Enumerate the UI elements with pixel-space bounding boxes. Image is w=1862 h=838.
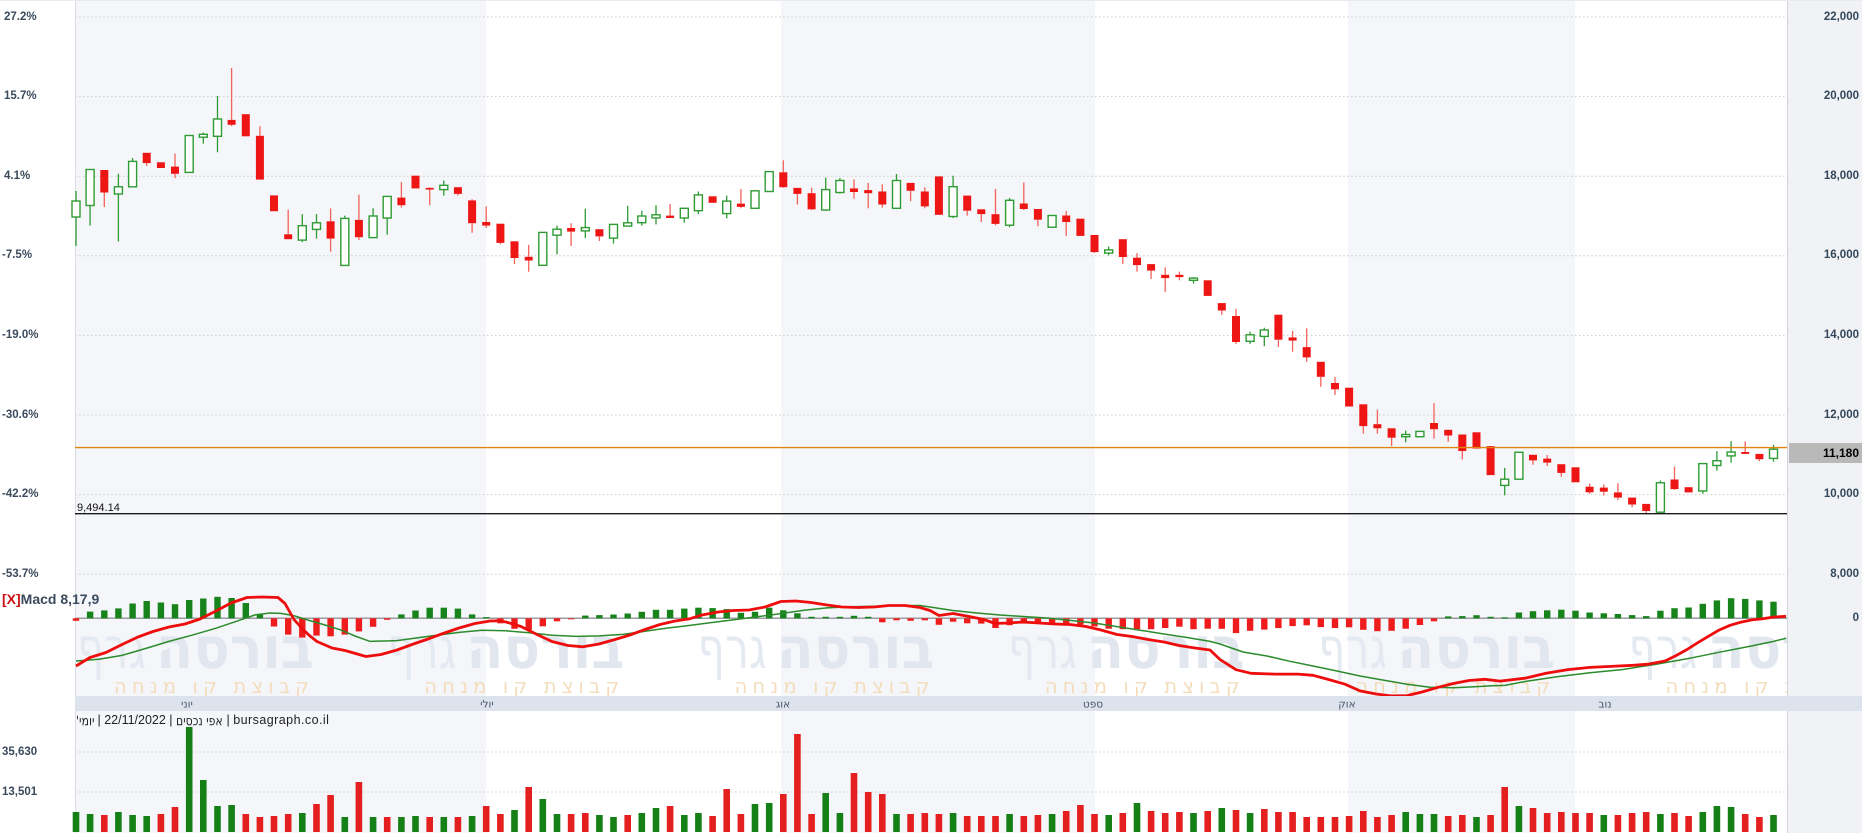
svg-text:9,494.14: 9,494.14 <box>77 502 120 514</box>
